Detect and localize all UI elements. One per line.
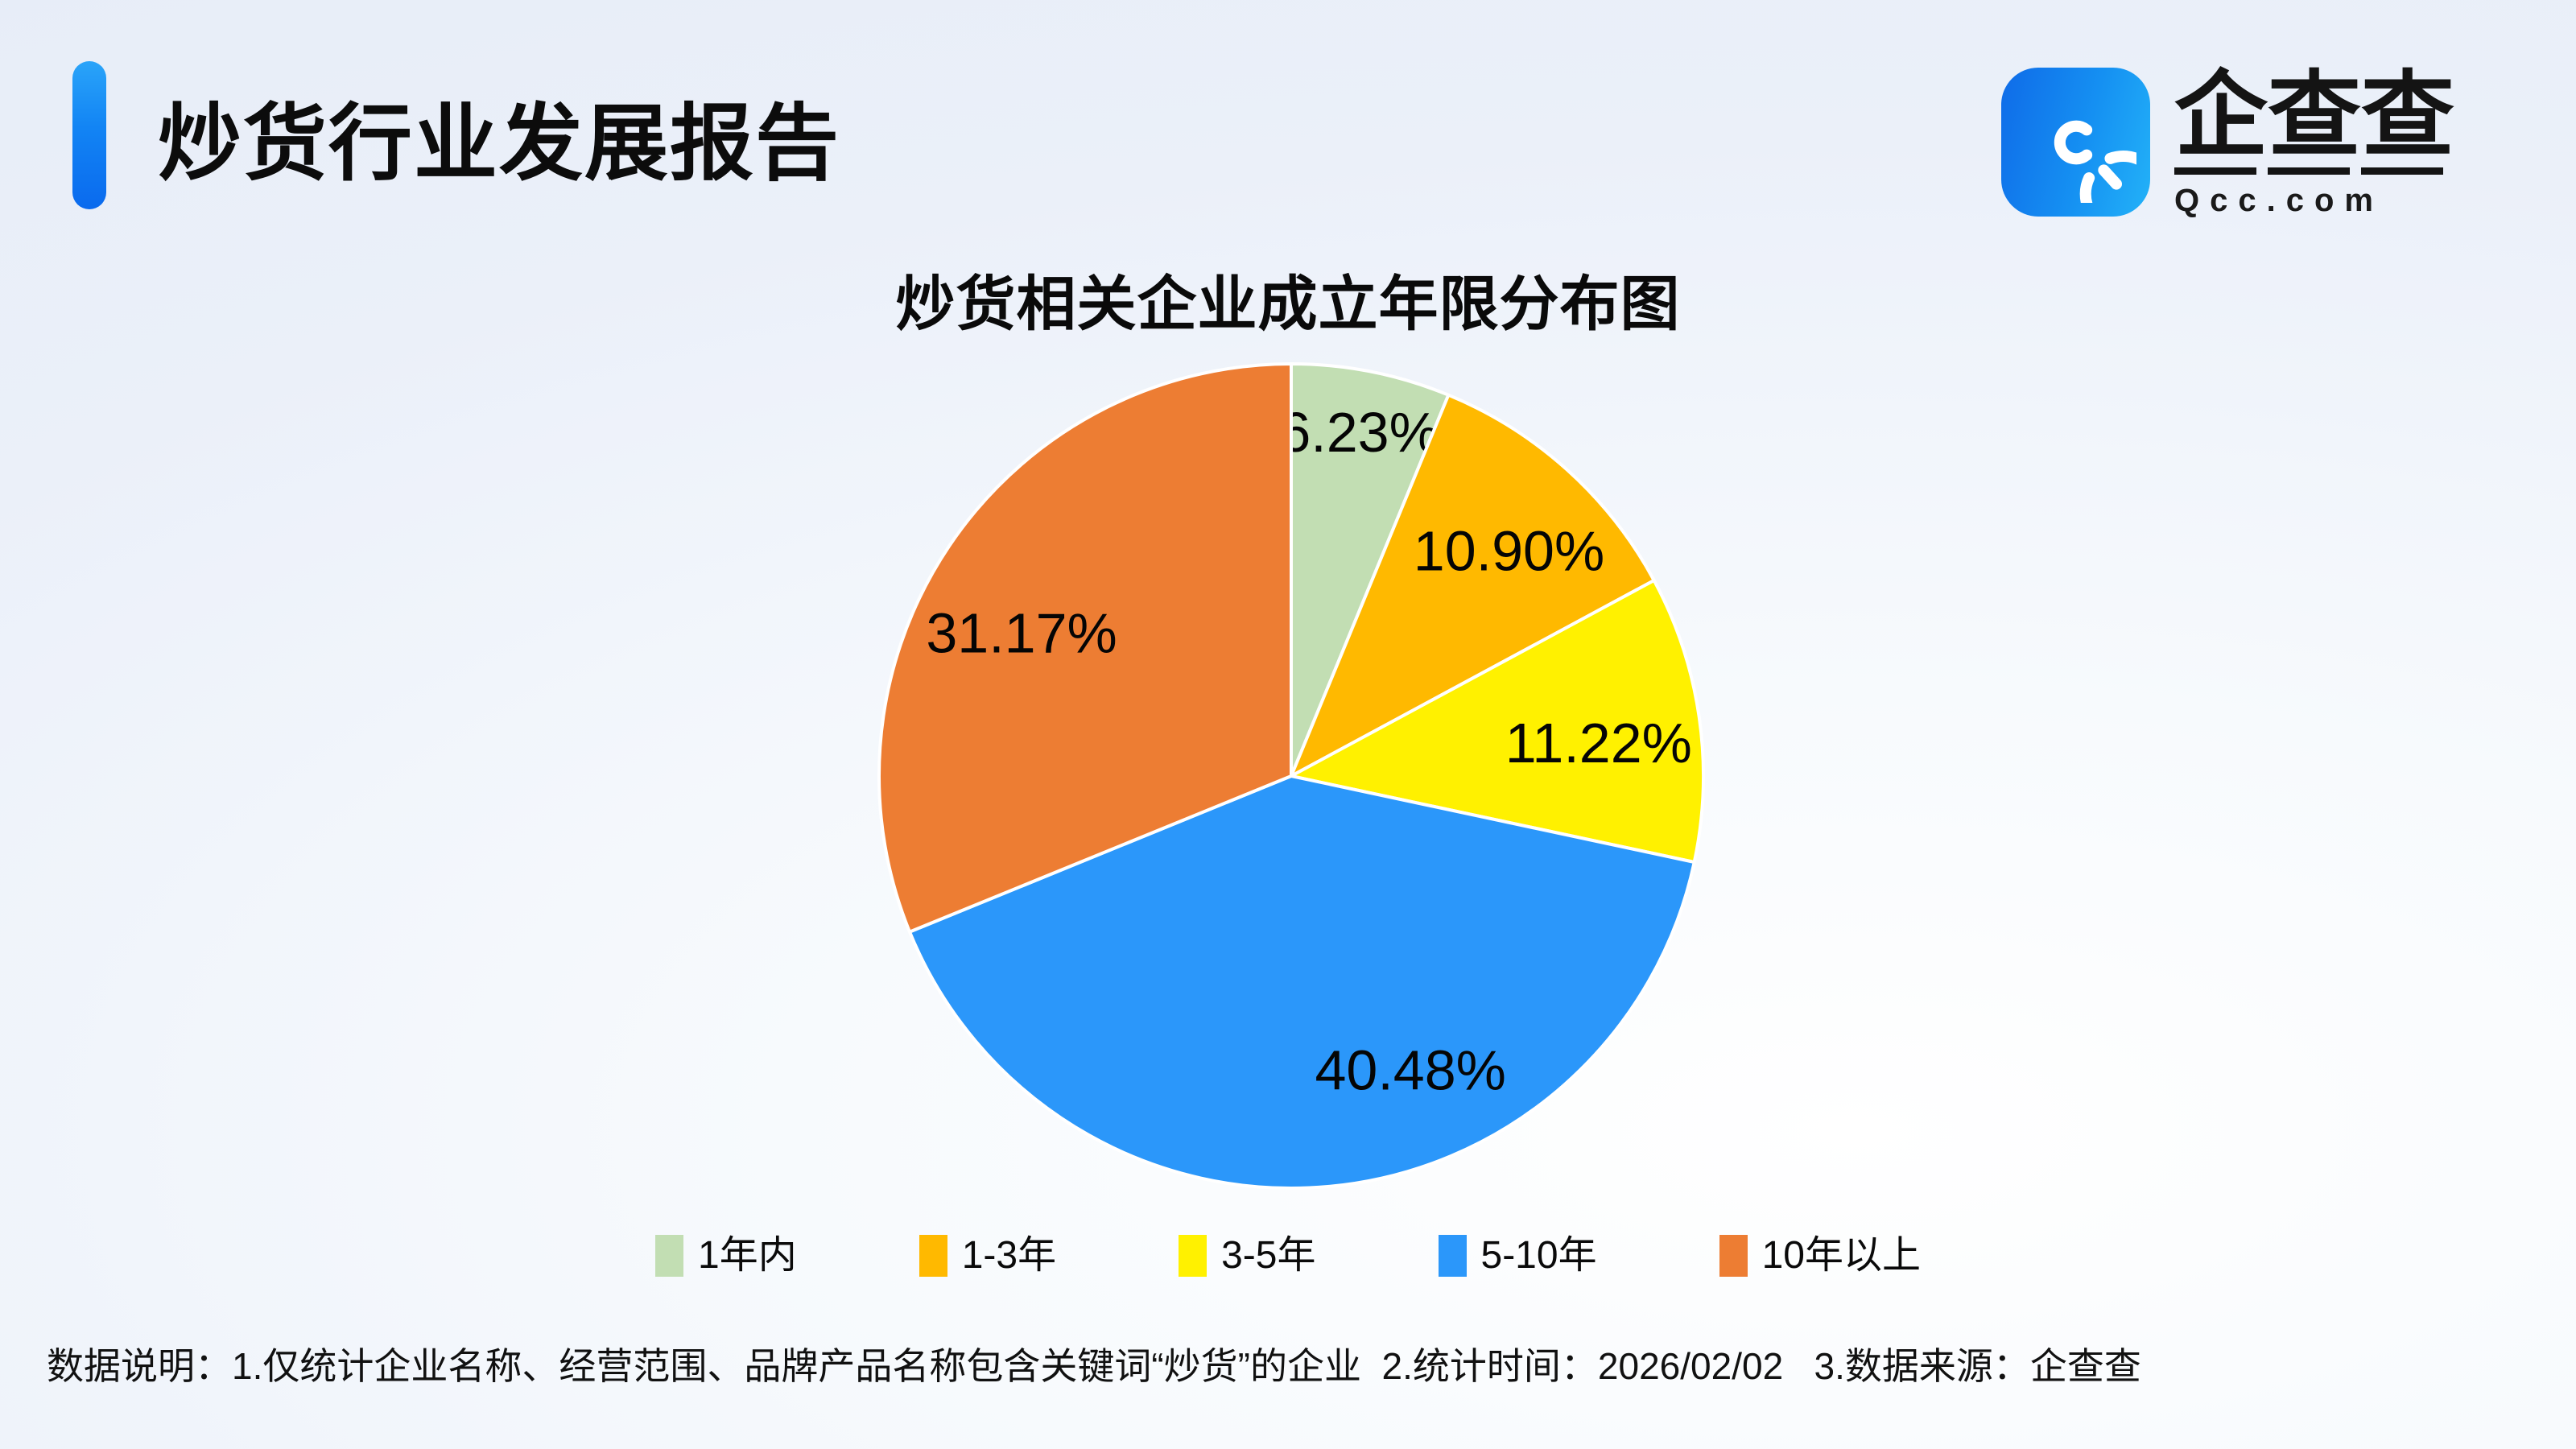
legend-label: 3-5年 <box>1221 1234 1316 1277</box>
legend-label: 1年内 <box>698 1234 797 1277</box>
logo-company-name: 企查查 <box>2174 68 2454 175</box>
pie-label: 11.22% <box>1505 712 1692 774</box>
pie-label: 31.17% <box>926 602 1117 665</box>
pie-label: 6.23% <box>1279 401 1439 464</box>
legend-swatch <box>1179 1235 1208 1277</box>
pie-slice-3-5年 <box>1290 579 1706 864</box>
legend-item-1-3年: 1-3年 <box>919 1235 1056 1277</box>
legend-swatch <box>919 1235 947 1277</box>
legend-item-10年以上: 10年以上 <box>1719 1235 1921 1277</box>
pie-chart: 6.23% 10.90% 11.22% 40.48% 31.17% <box>869 354 1713 1198</box>
chart-title: 炒货相关企业成立年限分布图 <box>895 270 1681 337</box>
chart-legend: 1年内 1-3年 3-5年 5-10年 10年以上 <box>0 1235 2576 1277</box>
pie-label: 40.48% <box>1315 1038 1505 1101</box>
qcc-logo: 企查查 Qcc.com <box>2001 68 2454 217</box>
legend-swatch <box>1438 1235 1467 1277</box>
title-accent-bar <box>72 61 106 209</box>
legend-item-5-10年: 5-10年 <box>1438 1234 1597 1277</box>
pie-slice-1-3年 <box>1290 393 1656 778</box>
legend-item-1年内: 1年内 <box>655 1235 797 1277</box>
legend-label: 5-10年 <box>1480 1234 1597 1277</box>
legend-label: 1-3年 <box>961 1234 1057 1277</box>
legend-swatch <box>1719 1235 1748 1277</box>
pie-slice-5-10年 <box>908 774 1696 1190</box>
legend-item-3-5年: 3-5年 <box>1179 1234 1316 1277</box>
legend-swatch <box>655 1235 684 1277</box>
qcc-logo-text: 企查查 Qcc.com <box>2174 68 2454 217</box>
qcc-logo-icon <box>2001 68 2150 217</box>
pie-label: 10.90% <box>1414 519 1604 582</box>
legend-label: 10年以上 <box>1761 1234 1921 1277</box>
logo-domain: Qcc.com <box>2174 182 2384 218</box>
data-notes: 数据说明：1.仅统计企业名称、经营范围、品牌产品名称包含关键词“炒货”的企业 2… <box>47 1345 2141 1387</box>
pie-slice-10年以上 <box>877 362 1293 934</box>
pie-slice-1年内 <box>1290 362 1451 778</box>
report-title: 炒货行业发展报告 <box>158 97 841 191</box>
pie-chart-svg: 6.23% 10.90% 11.22% 40.48% 31.17% <box>877 362 1706 1190</box>
